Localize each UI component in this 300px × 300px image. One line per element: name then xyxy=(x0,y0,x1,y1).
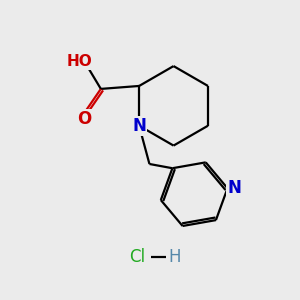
Text: HO: HO xyxy=(67,54,92,69)
Text: N: N xyxy=(227,179,241,197)
Text: O: O xyxy=(77,110,92,128)
Text: H: H xyxy=(169,248,181,266)
Text: N: N xyxy=(132,117,146,135)
Text: Cl: Cl xyxy=(129,248,145,266)
